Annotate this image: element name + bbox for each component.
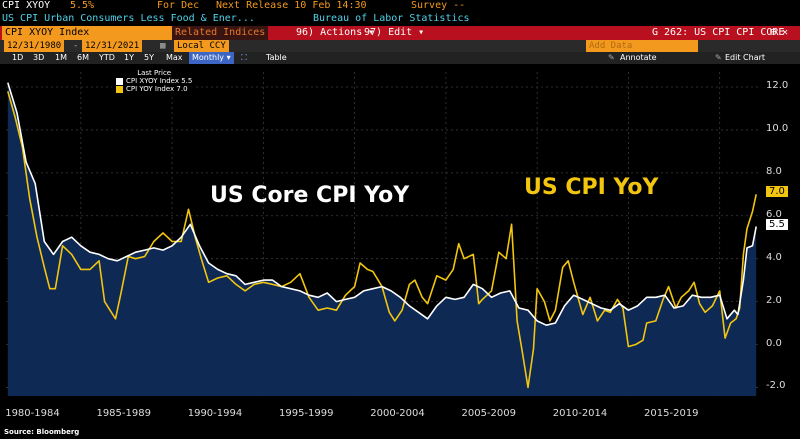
actions-menu[interactable]: 96) Actions ▾ [296, 27, 375, 38]
table-button[interactable]: Table [266, 53, 287, 62]
next-release: Next Release 10 Feb 14:30 [216, 0, 367, 11]
last-tag-yoy: 7.0 [766, 186, 788, 197]
line-chart [0, 64, 758, 428]
chart-legend: Last Price CPI XYOY Index 5.5 CPI YOY In… [112, 68, 197, 94]
chart-type-icon[interactable]: ⛶ [241, 53, 247, 62]
y-tick-label: 6.0 [766, 208, 782, 220]
chart-area [0, 64, 800, 428]
annotate-icon[interactable]: ✎ [608, 53, 615, 62]
headline-cpi-annotation: US CPI YoY [524, 175, 659, 200]
x-tick-label: 1995-1999 [278, 408, 334, 419]
ticker-value: 5.5% [70, 0, 95, 11]
add-data-input[interactable]: Add Data [586, 40, 698, 52]
ticker-symbol[interactable]: CPI XYOY [2, 0, 51, 11]
x-tick-label: 1980-1984 [5, 408, 60, 419]
legend-title: Last Price [137, 69, 172, 77]
period-ytd[interactable]: YTD [99, 53, 115, 62]
edit-chart-button[interactable]: Edit Chart [725, 53, 766, 62]
period-5y[interactable]: 5Y [144, 53, 154, 62]
edit-menu[interactable]: 97) Edit ▾ [364, 27, 425, 38]
calendar-icon[interactable]: ▦ [160, 41, 166, 51]
series-lines [7, 82, 757, 389]
page-code: G 262: US CPI CPI CORE [652, 27, 785, 38]
period-3d[interactable]: 3D [33, 53, 45, 62]
ticker-header: CPI XYOY 5.5% For Dec Next Release 10 Fe… [0, 0, 800, 12]
y-tick-label: 12.0 [766, 80, 789, 92]
core-cpi-area-fill [7, 82, 757, 396]
period-button-row: 1D 3D 1M 6M YTD 1Y 5Y Max Monthly ▾ ⛶ Ta… [0, 52, 800, 64]
frequency-select[interactable]: Monthly ▾ [189, 52, 234, 64]
date-separator: - [73, 41, 79, 51]
series-description: US CPI Urban Consumers Less Food & Ener.… [2, 13, 255, 24]
x-tick-label: 1990-1994 [187, 408, 243, 419]
red-toolbar: CPI XYOY Index Related Indices 96) Actio… [0, 26, 800, 40]
related-indices-button[interactable]: Related Indices [172, 26, 269, 40]
series-line-core-cpi [7, 82, 757, 326]
series-description-row: US CPI Urban Consumers Less Food & Ener.… [0, 12, 800, 26]
date-range-row: 12/31/1980 - 12/31/2021 ▦ Local CCY Add … [0, 40, 800, 52]
x-tick-label: 2010-2014 [552, 408, 608, 419]
period-1d[interactable]: 1D [12, 53, 24, 62]
period-max[interactable]: Max [166, 53, 183, 62]
y-tick-label: 2.0 [766, 294, 782, 306]
edit-chart-icon[interactable]: ✎ [715, 53, 722, 62]
y-tick-label: -2.0 [766, 380, 786, 392]
y-tick-label: 0.0 [766, 337, 782, 349]
source-footer: Source: Bloomberg [4, 428, 80, 436]
legend-item-core: CPI XYOY Index 5.5 [116, 77, 192, 85]
currency-select[interactable]: Local CCY [174, 40, 229, 52]
source-agency: Bureau of Labor Statistics [313, 13, 470, 24]
legend-item-yoy: CPI YOY Index 7.0 [116, 85, 192, 93]
period-1y[interactable]: 1Y [124, 53, 134, 62]
period-label: For Dec [157, 0, 200, 11]
period-1m[interactable]: 1M [55, 53, 67, 62]
y-tick-label: 10.0 [766, 122, 789, 134]
legend-label-yoy: CPI YOY Index 7.0 [126, 85, 188, 93]
period-6m[interactable]: 6M [77, 53, 89, 62]
x-tick-label: 2000-2004 [370, 408, 425, 419]
window-controls-icon[interactable]: ⊡ ✕ [770, 27, 789, 38]
survey-label: Survey -- [411, 0, 466, 11]
y-tick-label: 8.0 [766, 165, 782, 177]
index-name-field[interactable]: CPI XYOY Index [2, 26, 173, 40]
core-cpi-annotation: US Core CPI YoY [210, 183, 410, 208]
legend-label-core: CPI XYOY Index 5.5 [126, 77, 193, 85]
annotate-button[interactable]: Annotate [620, 53, 657, 62]
legend-swatch-core [116, 77, 123, 85]
x-tick-label: 2005-2009 [461, 408, 517, 419]
y-tick-label: 4.0 [766, 251, 782, 263]
legend-swatch-yoy [116, 85, 123, 93]
last-tag-core: 5.5 [766, 219, 788, 230]
x-tick-label: 2015-2019 [644, 408, 699, 419]
end-date-input[interactable]: 12/31/2021 [82, 40, 143, 52]
x-tick-label: 1985-1989 [96, 408, 151, 419]
start-date-input[interactable]: 12/31/1980 [4, 40, 65, 52]
series-line-cpi-yoy [7, 91, 757, 389]
